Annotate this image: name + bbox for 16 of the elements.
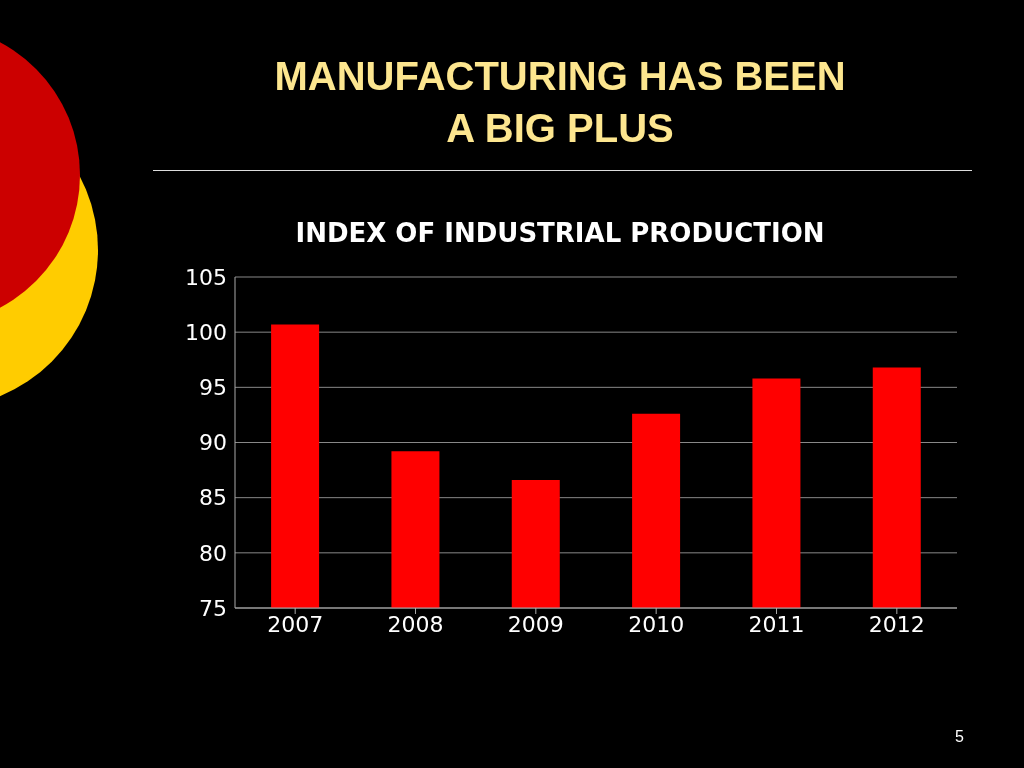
- x-tick-label: 2007: [267, 611, 324, 637]
- chart-title: MANUFACTURING HAS BEEN A BIG PLUS: [273, 53, 847, 152]
- y-tick-label: 100: [185, 319, 227, 345]
- x-tick-label: 2011: [748, 611, 805, 637]
- y-tick-label: 85: [199, 485, 227, 511]
- y-tick-label: 75: [199, 595, 227, 621]
- x-tick-label: 2009: [507, 611, 564, 637]
- y-tick-label: 105: [185, 264, 227, 290]
- x-tick-label: 2012: [868, 611, 925, 637]
- text: 5: [955, 728, 964, 746]
- x-tick-label: 2010: [628, 611, 685, 637]
- x-tick-label: 2008: [387, 611, 444, 637]
- chart-subtitle: INDEX OF INDUSTRIAL PRODUCTION: [294, 218, 826, 248]
- y-tick-label: 80: [199, 540, 227, 566]
- y-tick-label: 95: [199, 375, 227, 401]
- y-tick-label: 90: [199, 430, 227, 456]
